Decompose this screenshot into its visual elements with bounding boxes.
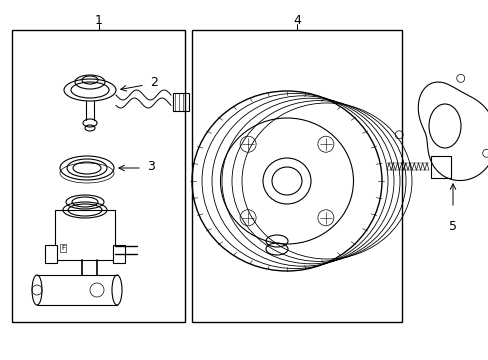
Bar [113,245,125,263]
Bar [45,245,57,263]
Text: 5: 5 [448,220,456,233]
Text: 2: 2 [150,77,158,90]
Bar [173,93,189,111]
Text: 4: 4 [292,13,300,27]
Bar [55,210,115,260]
Bar [430,156,450,178]
Ellipse shape [428,104,460,148]
Bar [192,30,401,322]
Text: 3: 3 [147,159,155,172]
Text: 1: 1 [94,13,102,27]
Text: F: F [61,245,65,251]
Bar [12,30,184,322]
